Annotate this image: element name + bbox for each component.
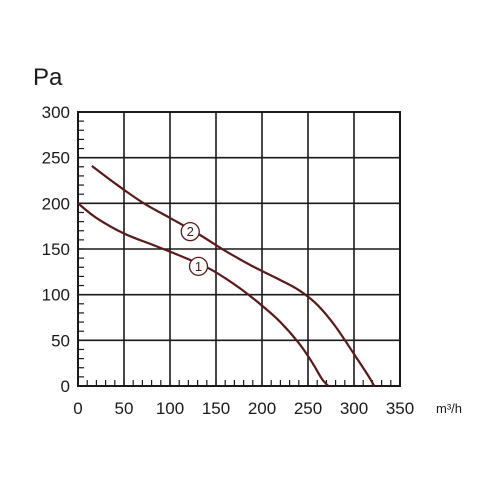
y-tick-label: 300	[42, 103, 70, 122]
series-label-circle-2	[180, 221, 200, 242]
x-axis-label: m³/h	[436, 401, 462, 416]
labels: 0 50 100 150 200 250 300 350 0 50 100 150 200 250 300 1…	[42, 103, 415, 418]
x-tick-label: 100	[156, 399, 184, 418]
series	[77, 165, 376, 387]
series-curve-2	[91, 165, 376, 387]
y-tick-label: 0	[61, 377, 70, 396]
y-tick-label: 200	[42, 194, 70, 213]
x-tick-label: 150	[202, 399, 230, 418]
series-label-circle-1	[188, 256, 209, 277]
y-axis-label: Pa	[33, 64, 63, 91]
series-label-2: 2	[187, 224, 194, 239]
x-tick-label: 200	[248, 399, 276, 418]
x-tick-label: 0	[73, 399, 82, 418]
series-label-1: 1	[195, 259, 202, 274]
y-tick-label: 50	[51, 331, 70, 350]
y-tick-label: 100	[42, 286, 70, 305]
x-tick-label: 300	[340, 399, 368, 418]
x-tick-label: 250	[294, 399, 322, 418]
y-tick-label: 150	[42, 240, 70, 259]
plot-frame	[77, 111, 401, 387]
grid	[77, 111, 401, 387]
y-tick-label: 250	[42, 149, 70, 168]
series-curve-1	[77, 202, 330, 387]
x-tick-label: 50	[115, 399, 134, 418]
x-tick-label: 350	[386, 399, 414, 418]
